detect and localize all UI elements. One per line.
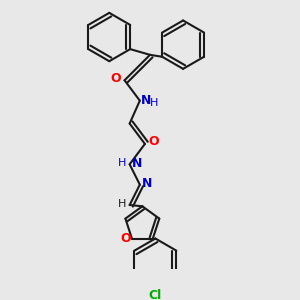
Text: H: H — [149, 98, 158, 108]
Text: O: O — [110, 72, 121, 85]
Text: H: H — [118, 199, 126, 209]
Text: N: N — [142, 177, 152, 190]
Text: Cl: Cl — [149, 289, 162, 300]
Text: N: N — [141, 94, 152, 107]
Text: N: N — [132, 157, 142, 169]
Text: H: H — [118, 158, 127, 168]
Text: O: O — [148, 135, 159, 148]
Text: O: O — [120, 232, 131, 245]
